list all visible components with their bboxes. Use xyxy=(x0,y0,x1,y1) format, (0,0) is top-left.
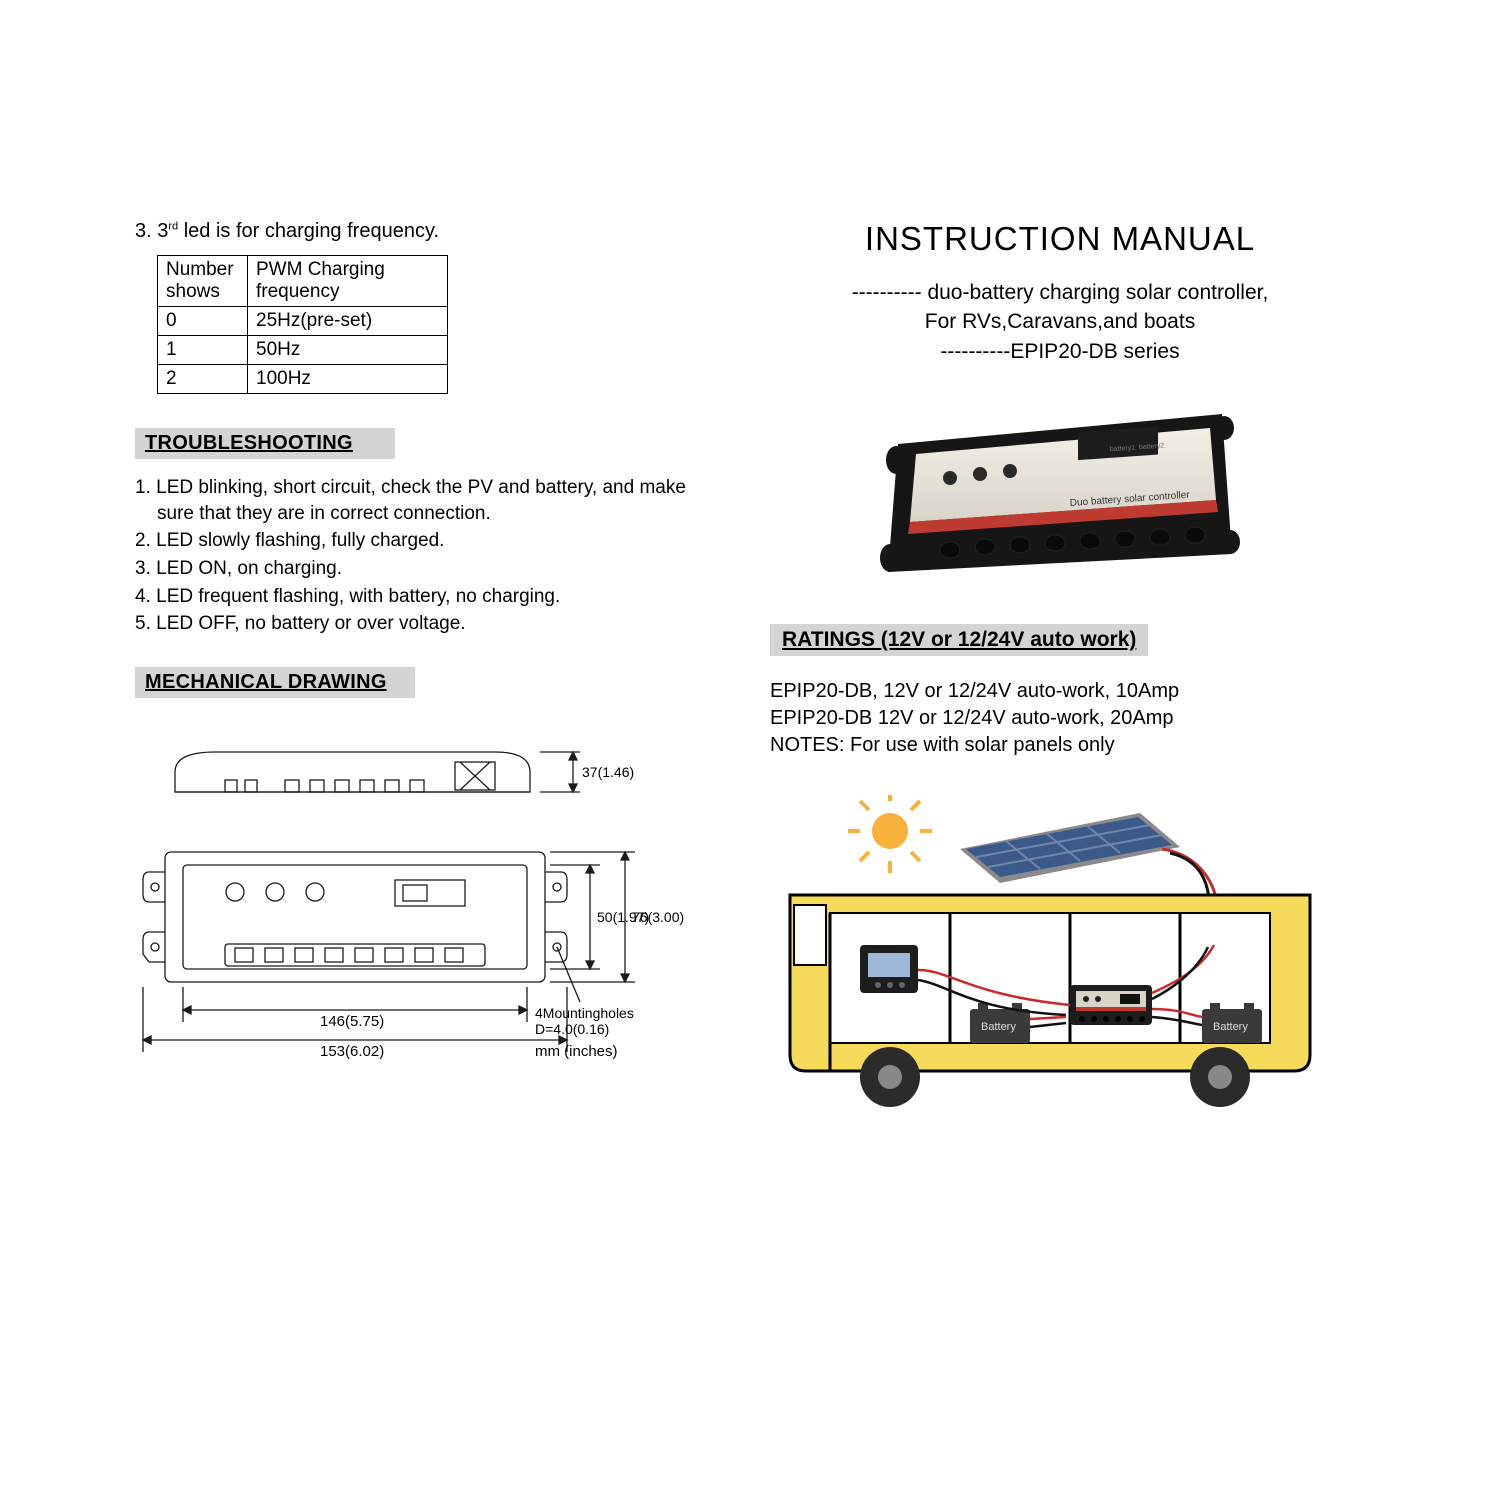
mechanical-header: MECHANICAL DRAWING xyxy=(135,667,415,698)
left-column: 3. 3rd led is for charging frequency. Nu… xyxy=(135,220,690,1280)
pwm-table: Number shows PWM Charging frequency 025H… xyxy=(157,255,448,394)
led-note-prefix: 3. 3 xyxy=(135,220,168,242)
holes-note-2: D=4.0(0.16) xyxy=(535,1021,609,1037)
led-note-suffix: led is for charging frequency. xyxy=(178,220,439,242)
trouble-item: 3. LED ON, on charging. xyxy=(135,556,690,582)
mechanical-drawing: 37(1.46) xyxy=(135,722,690,1102)
pwm-td: 0 xyxy=(158,307,248,336)
pwm-td: 25Hz(pre-set) xyxy=(248,307,448,336)
controller-icon xyxy=(1070,985,1152,1025)
troubleshooting-header: TROUBLESHOOTING xyxy=(135,428,395,459)
product-photo: Duo battery solar controller battery1 ba… xyxy=(880,404,1240,584)
trouble-item: 4. LED frequent flashing, with battery, … xyxy=(135,584,690,610)
meter-icon xyxy=(860,945,918,993)
dim-h-outer: 76(3.00) xyxy=(632,909,684,925)
dim-w-outer: 153(6.02) xyxy=(320,1043,384,1060)
ratings-header: RATINGS (12V or 12/24V auto work) xyxy=(770,624,1148,656)
pwm-td: 1 xyxy=(158,336,248,365)
sun-icon xyxy=(848,795,932,873)
subtitle-2: For RVs,Caravans,and boats xyxy=(770,307,1350,336)
dim-profile-h: 37(1.46) xyxy=(582,764,634,780)
holes-note-1: 4Mountingholes xyxy=(535,1005,634,1021)
ratings-line: NOTES: For use with solar panels only xyxy=(770,732,1350,759)
svg-text:Battery: Battery xyxy=(981,1021,1016,1033)
subtitle-1: ---------- duo-battery charging solar co… xyxy=(770,278,1350,307)
units-note: mm (inches) xyxy=(535,1043,618,1060)
led-note: 3. 3rd led is for charging frequency. xyxy=(135,220,690,243)
battery-icon: Battery xyxy=(1202,1003,1262,1043)
trouble-item: 5. LED OFF, no battery or over voltage. xyxy=(135,611,690,637)
pwm-td: 100Hz xyxy=(248,365,448,394)
dim-w-inner: 146(5.75) xyxy=(320,1013,384,1030)
pwm-td: 2 xyxy=(158,365,248,394)
led-note-sup: rd xyxy=(168,220,178,232)
troubleshooting-list: 1. LED blinking, short circuit, check th… xyxy=(135,475,690,637)
right-column: INSTRUCTION MANUAL ---------- duo-batter… xyxy=(770,220,1350,1280)
pwm-th-0: Number shows xyxy=(158,256,248,307)
subtitle-block: ---------- duo-battery charging solar co… xyxy=(770,278,1350,366)
svg-text:Battery: Battery xyxy=(1213,1021,1248,1033)
battery-icon: Battery xyxy=(970,1003,1030,1043)
manual-title: INSTRUCTION MANUAL xyxy=(770,220,1350,258)
trouble-item: 2. LED slowly flashing, fully charged. xyxy=(135,528,690,554)
subtitle-3: ----------EPIP20-DB series xyxy=(770,337,1350,366)
trouble-item: 1. LED blinking, short circuit, check th… xyxy=(135,475,690,526)
pwm-td: 50Hz xyxy=(248,336,448,365)
ratings-line: EPIP20-DB, 12V or 12/24V auto-work, 10Am… xyxy=(770,678,1350,705)
ratings-lines: EPIP20-DB, 12V or 12/24V auto-work, 10Am… xyxy=(770,678,1350,759)
mechanical-svg: 37(1.46) xyxy=(135,722,690,1102)
ratings-line: EPIP20-DB 12V or 12/24V auto-work, 20Amp xyxy=(770,705,1350,732)
pwm-th-1: PWM Charging frequency xyxy=(248,256,448,307)
rv-illustration: Battery Battery xyxy=(770,795,1330,1115)
